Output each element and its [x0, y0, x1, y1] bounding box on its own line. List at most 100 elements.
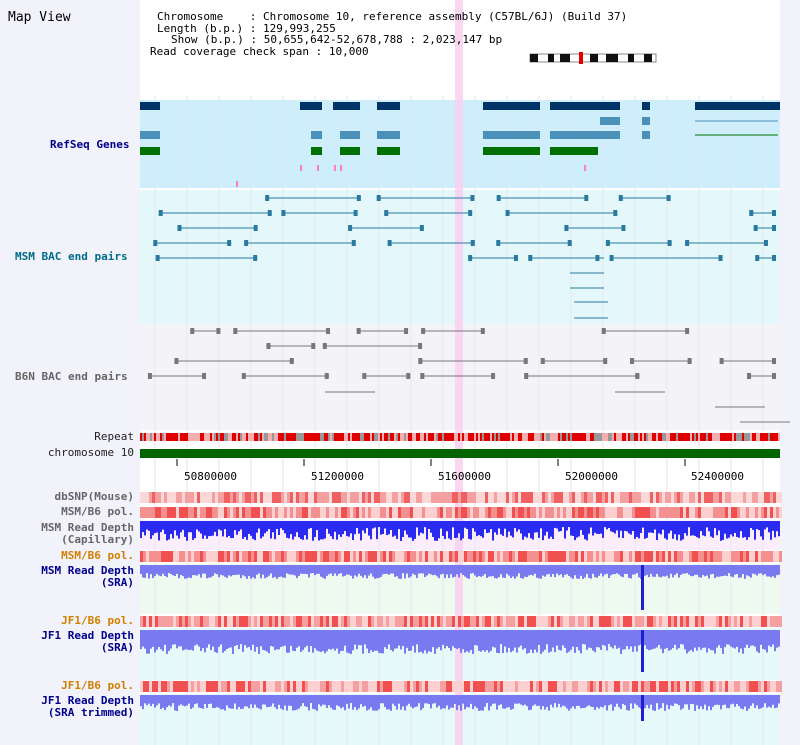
depth-jf1-trim-bar [512, 695, 514, 709]
depth-capillary-bar [266, 521, 268, 532]
jf1-pol-stripe [419, 616, 422, 627]
msm-bac-pair-end [253, 225, 258, 231]
depth-jf1-bar [348, 630, 350, 654]
track-label-msm-read-depth-capillary[interactable]: MSM Read Depth [41, 521, 134, 534]
jf1-pol-stripe [194, 616, 197, 627]
msm-pol-stripe [356, 507, 359, 518]
repeat-segment [226, 433, 228, 441]
msm-pol-stripe [149, 507, 152, 518]
msm-pol-stripe [452, 507, 455, 518]
repeat-segment [230, 433, 232, 441]
msm-pol-stripe [146, 507, 149, 518]
depth-sra-bar [764, 565, 766, 575]
dbsnp-stripe [659, 492, 662, 503]
repeat-segment [678, 433, 680, 441]
depth-jf1-trim-bar [398, 695, 400, 704]
jf1-pol-stripe [611, 681, 614, 692]
jf1-pol-stripe [620, 616, 623, 627]
depth-jf1-trim-bar [720, 695, 722, 710]
repeat-segment [448, 433, 450, 441]
ideogram-band [548, 54, 554, 62]
repeat-segment [578, 433, 580, 441]
depth-sra-bar [566, 565, 568, 575]
depth-jf1-trim-bar [164, 695, 166, 711]
track-label-msm-bac-end-pairs[interactable]: MSM BAC end pairs [15, 250, 128, 263]
track-label-msm-b6-pol-1[interactable]: MSM/B6 pol. [61, 505, 134, 518]
depth-capillary-bar [564, 521, 566, 539]
msm-pol-stripe [500, 551, 503, 562]
dbsnp-stripe [383, 492, 386, 503]
depth-jf1-bar [480, 630, 482, 652]
track-label-jf1-b6-pol-1[interactable]: JF1/B6 pol. [61, 614, 134, 627]
depth-jf1-bar [554, 630, 556, 653]
jf1-pol-stripe [344, 616, 347, 627]
depth-jf1-bar [774, 630, 776, 652]
repeat-segment [482, 433, 484, 441]
jf1-pol-stripe [353, 616, 356, 627]
jf1-pol-stripe [146, 616, 149, 627]
depth-jf1-bar [426, 630, 428, 654]
depth-jf1-bar [678, 630, 680, 649]
repeat-segment [168, 433, 170, 441]
jf1-pol-stripe [461, 681, 464, 692]
msm-pol-stripe [143, 551, 146, 562]
depth-sra-bar [398, 565, 400, 579]
depth-jf1-trim-bar [380, 695, 382, 704]
repeat-segment [202, 433, 204, 441]
repeat-segment [294, 433, 296, 441]
depth-jf1-trim-bar [644, 695, 646, 709]
jf1-pol-stripe [476, 616, 479, 627]
depth-jf1-trim-bar [410, 695, 412, 707]
track-label-repeat[interactable]: Repeat [94, 430, 134, 443]
jf1-pol-stripe [293, 616, 296, 627]
depth-sra-bar [410, 565, 412, 577]
depth-jf1-trim-bar [690, 695, 692, 704]
jf1-pol-stripe [359, 616, 362, 627]
msm-pol-stripe [146, 551, 149, 562]
depth-sra-bar [200, 565, 202, 578]
jf1-pol-stripe [278, 616, 281, 627]
track-label-msm-b6-pol-2[interactable]: MSM/B6 pol. [61, 549, 134, 562]
depth-sra-bar [442, 565, 444, 574]
jf1-pol-stripe [158, 616, 161, 627]
jf1-pol-stripe [599, 681, 602, 692]
msm-pol-stripe [212, 551, 215, 562]
msm-pol-stripe [227, 551, 230, 562]
track-label-b6n-bac-end-pairs[interactable]: B6N BAC end pairs [15, 370, 128, 383]
jf1-pol-stripe [479, 616, 482, 627]
msm-pol-stripe [665, 551, 668, 562]
msm-pol-stripe [293, 507, 296, 518]
repeat-segment [264, 433, 266, 441]
depth-capillary-bar [212, 521, 214, 536]
depth-capillary-bar [654, 521, 656, 530]
repeat-segment [470, 433, 472, 441]
jf1-pol-stripe [296, 616, 299, 627]
track-label-jf1-read-depth-trimmed[interactable]: JF1 Read Depth [41, 694, 134, 707]
depth-jf1-bar [700, 630, 702, 650]
dbsnp-stripe [176, 492, 179, 503]
depth-capillary-bar [760, 521, 762, 537]
jf1-pol-stripe [230, 616, 233, 627]
track-label-dbsnp[interactable]: dbSNP(Mouse) [54, 490, 134, 503]
msm-bac-pair-end [267, 210, 272, 216]
dbsnp-stripe [431, 492, 434, 503]
track-label-jf1-b6-pol-2[interactable]: JF1/B6 pol. [61, 679, 134, 692]
depth-jf1-bar [452, 630, 454, 647]
depth-capillary-bar [412, 521, 414, 541]
track-label-msm-read-depth-sra[interactable]: MSM Read Depth [41, 564, 134, 577]
b6n-bac-pair-end [523, 358, 528, 364]
depth-capillary-bar [662, 521, 664, 530]
depth-jf1-trim-bar [592, 695, 594, 708]
track-label-jf1-read-depth-sra[interactable]: JF1 Read Depth [41, 629, 134, 642]
depth-jf1-trim-bar [588, 695, 590, 706]
track-label-chromosome[interactable]: chromosome 10 [47, 446, 134, 459]
depth-sra-bar [412, 565, 414, 574]
show-key: Show (b.p.) [171, 33, 244, 46]
depth-jf1-bar [766, 630, 768, 653]
jf1-pol-stripe [680, 681, 683, 692]
track-label-refseq-genes[interactable]: RefSeq Genes [50, 138, 130, 151]
info-sep: : [223, 10, 263, 23]
repeat-segment [550, 433, 552, 441]
depth-jf1-bar [748, 630, 750, 649]
